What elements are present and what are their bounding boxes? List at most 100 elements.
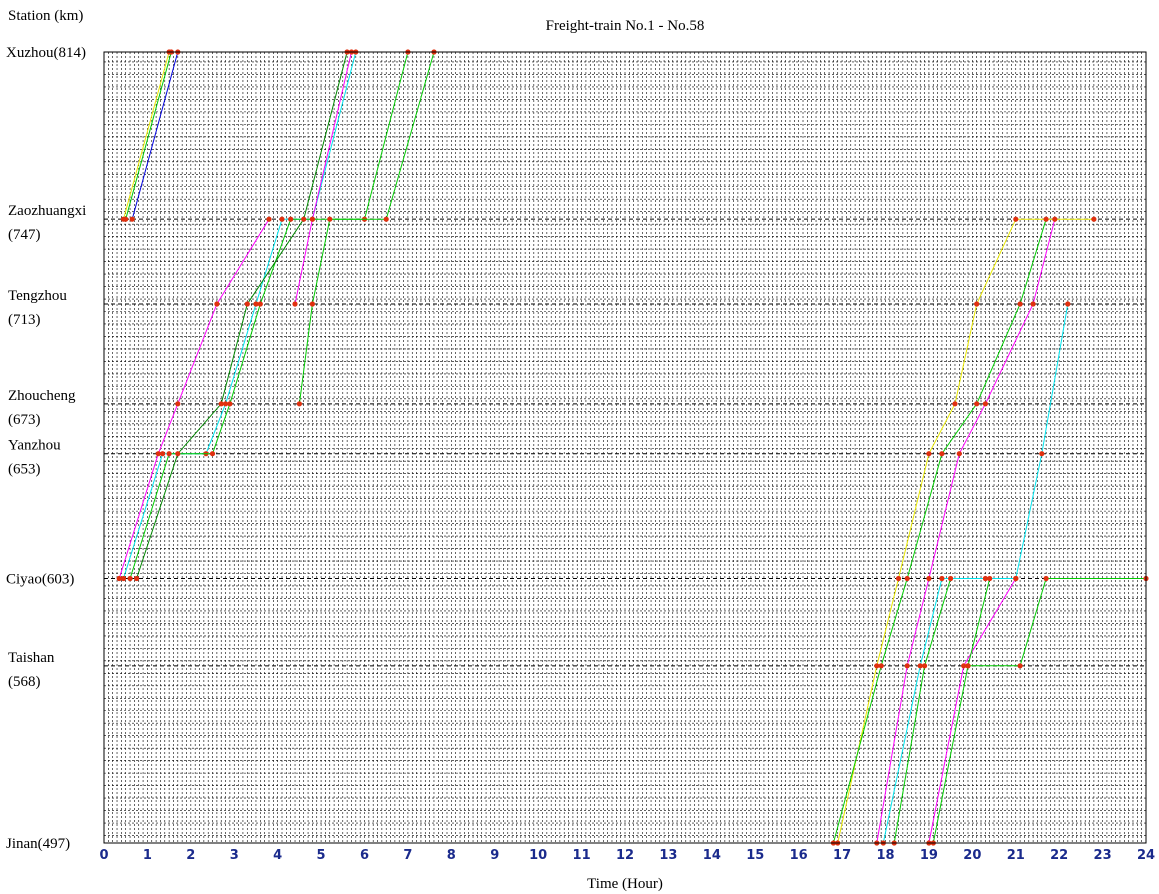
station-labels: Xuzhou(814) Zaozhuangxi (747) Tengzhou (713)… [6,45,86,852]
train-path [298,51,435,404]
event-dot [253,301,259,307]
event-dot [987,575,993,582]
event-dot [1039,451,1045,457]
event-dot [926,575,932,582]
event-dot [155,451,161,457]
event-dot [288,216,294,222]
plot-area [116,49,1149,846]
event-dot [895,575,902,582]
x-tick-label: 13 [659,848,677,863]
event-dot [1091,216,1097,222]
x-tick-label: 19 [920,848,938,863]
x-tick-label: 18 [876,848,894,863]
event-dot [956,451,962,457]
event-dot [982,575,989,582]
event-dot [1030,301,1036,307]
x-tick-label: 23 [1094,848,1112,863]
station-label: Yanzhou [8,438,61,454]
x-tick-label: 5 [317,848,326,863]
station-label: Tengzhou [8,288,67,304]
event-dot [175,401,181,407]
event-dot [266,216,272,222]
x-tick-label: 0 [99,848,108,863]
event-dot [223,401,229,407]
event-dot [974,401,980,407]
x-tick-label: 24 [1137,848,1155,863]
event-dot [383,216,389,222]
event-dot [1052,216,1058,222]
event-dot [175,451,181,457]
event-dot [227,401,233,407]
event-dot [296,401,302,407]
x-tick-label: 15 [746,848,764,863]
train-path [136,51,348,579]
train-path [876,219,1056,844]
event-dot [129,216,135,222]
train-path [125,51,172,220]
train-path [131,51,179,220]
x-tick-label: 12 [616,848,634,863]
x-tick-label: 6 [360,848,369,863]
event-dot [904,575,910,582]
event-dot [1043,575,1049,582]
event-dot [1017,663,1023,669]
event-dot [244,301,250,307]
event-dot [982,401,989,407]
event-dot [257,301,263,307]
x-tick-label: 2 [186,848,195,863]
event-dot [134,575,140,582]
plot-frame [103,51,1147,844]
train-path [129,51,409,579]
event-dot [917,663,923,669]
train-path [837,218,1094,844]
grid [104,51,1146,844]
event-dot [939,575,945,582]
event-dot [160,451,166,457]
station-label-km: (713) [8,312,41,328]
x-tick-label: 10 [529,848,547,863]
station-label: Xuzhou(814) [6,45,86,61]
event-dot [209,451,216,457]
station-label: Taishan [8,650,55,666]
event-dot [948,575,954,582]
event-dot [1013,575,1019,582]
event-dot [904,663,910,669]
event-dot [309,301,315,307]
station-label-km: (568) [8,674,41,690]
train-path [893,578,952,844]
x-tick-label: 22 [1050,848,1068,863]
event-dot [279,216,285,222]
event-dot [214,301,220,307]
x-tick-label: 11 [573,848,591,863]
x-tick-label: 16 [790,848,808,863]
event-dot [127,575,133,582]
chart-title: Freight-train No.1 - No.58 [546,18,705,34]
event-dot [292,301,298,307]
event-dot [1043,216,1049,222]
event-dot [1017,301,1023,307]
train-path [832,219,1047,844]
event-dot [1013,216,1019,222]
event-dot [939,451,945,457]
train-path [967,578,991,666]
x-tick-label: 17 [833,848,851,863]
event-dot [1065,301,1071,307]
y-axis-title: Station (km) [8,8,83,24]
event-dot [952,401,958,407]
x-tick-label: 3 [230,848,239,863]
event-dot [116,575,122,582]
x-tick-label: 20 [963,848,981,863]
station-label-km: (673) [8,412,41,428]
event-dot [166,451,172,457]
station-label: Jinan(497) [6,836,70,852]
event-dot [301,216,307,222]
event-dot [974,301,980,307]
train-path [123,51,170,220]
event-dot [961,663,967,669]
x-tick-label: 14 [703,848,721,863]
event-dot [218,401,224,407]
x-tick-label: 4 [273,848,282,863]
train-path [123,51,357,579]
station-label: Ciyao(603) [6,572,74,588]
